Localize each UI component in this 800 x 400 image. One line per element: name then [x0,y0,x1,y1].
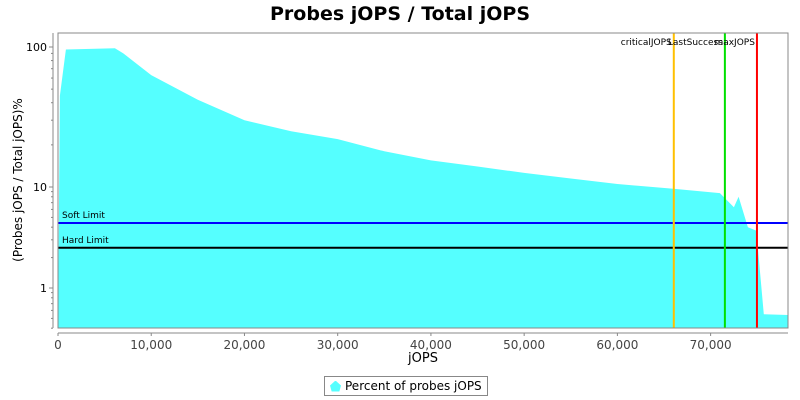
y-axis-label: (Probes jOPS / Total jOPS)% [11,98,25,262]
legend: Percent of probes jOPS [324,376,488,396]
x-axis-label: jOPS [407,351,438,366]
vline-label: LastSuccess [668,38,723,48]
hline-label: Hard Limit [62,236,109,246]
hline-label: Soft Limit [62,211,105,221]
y-tick-label: 10 [33,181,47,194]
x-tick-label: 40,000 [410,338,452,352]
y-tick-label: 100 [26,41,47,54]
x-tick-label: 20,000 [223,338,265,352]
x-tick-label: 10,000 [130,338,172,352]
x-tick-label: 60,000 [596,338,638,352]
plot-border [57,32,789,329]
x-tick-label: 30,000 [317,338,359,352]
legend-swatch [330,380,341,392]
chart-title: Probes jOPS / Total jOPS [270,3,530,25]
x-tick-label: 50,000 [503,338,545,352]
y-tick-label: 1 [40,282,47,295]
x-tick-label: 70,000 [690,338,732,352]
legend-label: Percent of probes jOPS [345,379,482,393]
vline-label: maxJOPS [714,38,755,48]
x-tick-label: 0 [54,338,62,352]
vline-label: criticalJOPS [621,38,672,48]
area-series [58,48,788,328]
